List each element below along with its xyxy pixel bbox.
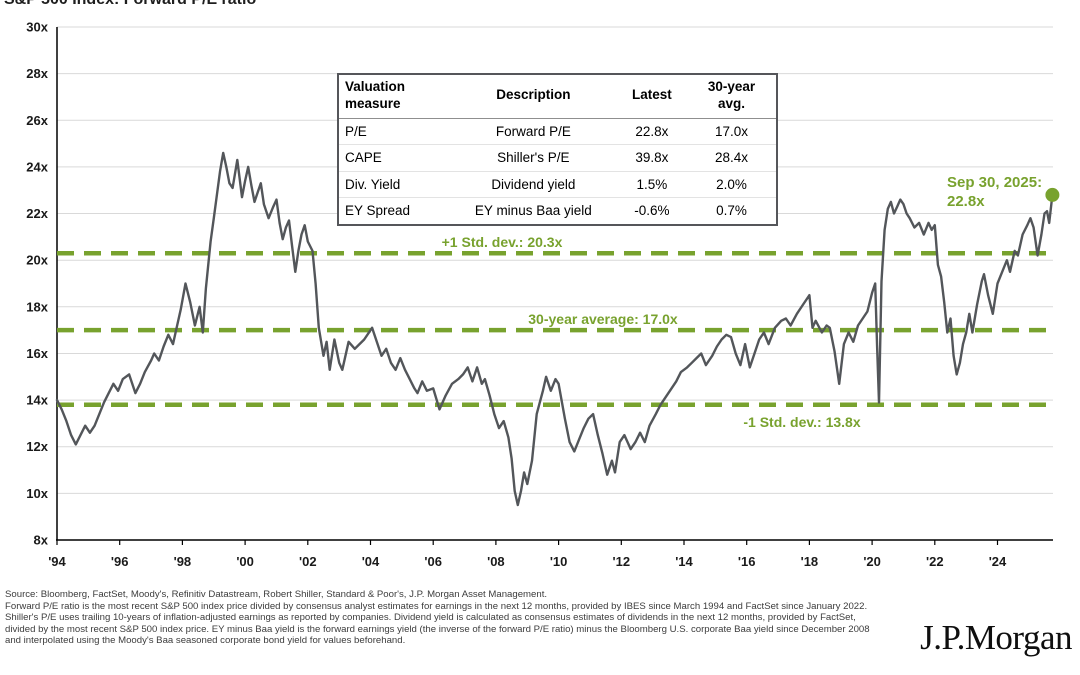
x-axis-tick-label: '02 [299,554,317,569]
source-text: Source: Bloomberg, FactSet, Moody's, Ref… [5,589,548,600]
y-axis-tick-label: 14x [26,393,48,408]
column-header: 30-year avg. [686,74,777,119]
latest-point-label: Sep 30, 2025: [947,174,1042,191]
table-cell: Dividend yield [449,171,617,199]
table-cell: EY Spread [345,203,411,219]
y-axis-tick-label: 24x [26,159,48,174]
y-axis-tick-label: 12x [26,439,48,454]
x-axis-tick-label: '22 [926,554,944,569]
y-axis-tick-label: 10x [26,486,48,501]
x-axis-tick-label: '04 [362,554,380,569]
column-header: Valuation measure [338,74,450,119]
column-header: Description [449,74,617,119]
reference-line-label: +1 Std. dev.: 20.3x [442,234,563,250]
x-axis-tick-label: '16 [738,554,756,569]
table-cell: -0.6% [634,203,670,219]
y-axis-tick-label: 26x [26,113,48,128]
y-axis-tick-label: 22x [26,206,48,221]
table-cell: 22.8x [616,118,687,146]
x-axis-tick-label: '08 [487,554,505,569]
x-axis-tick-label: '98 [174,554,192,569]
table-cell: P/E [338,118,450,146]
x-axis-tick-label: '12 [613,554,631,569]
y-axis-tick-label: 18x [26,299,48,314]
footnote-block: Source: Bloomberg, FactSet, Moody's, Ref… [5,589,879,647]
x-axis-tick-label: '06 [424,554,442,569]
pe-line-chart: 8x 10x 12x 14x 16x 18x 20x 22x 24x 26x 28x 30x '94 '9… [26,20,1060,569]
table-cell: 0.7% [716,203,747,219]
table-cell: 28.4x [686,144,777,172]
jpmorgan-logo: J.P.Morgan [920,618,1072,657]
valuation-table: Valuation measure Description Latest 30-yea… [337,73,778,226]
table-cell: Forward P/E [449,118,617,146]
forward-pe-line [55,151,1054,507]
latest-point-value: 22.8x [947,193,985,210]
table-cell: 39.8x [616,144,687,172]
x-axis-tick-label: '18 [801,554,819,569]
x-axis-tick-label: '20 [863,554,881,569]
chart-title: S&P 500 Index: Forward P/E ratio [4,0,256,9]
latest-point-marker [1045,187,1060,202]
x-axis-tick-label: '14 [675,554,693,569]
x-axis-tick-label: '24 [989,554,1007,569]
table-row: P/E Forward P/E 22.8x 17.0x [338,118,777,146]
table-cell: 1.5% [616,171,687,199]
table-cell: 17.0x [686,118,777,146]
y-axis-tick-label: 8x [34,533,49,548]
table-cell: CAPE [338,144,450,172]
x-axis-tick-label: '94 [48,554,66,569]
methodology-text: Forward P/E ratio is the most recent S&P… [5,600,870,647]
table-row: CAPE Shiller's P/E 39.8x 28.4x [338,144,777,172]
x-axis-tick-label: '96 [111,554,129,569]
table-cell: Div. Yield [338,171,450,199]
table-row: Div. Yield Dividend yield 1.5% 2.0% [338,171,777,199]
column-header: Latest [616,74,687,119]
y-axis-tick-label: 28x [26,66,48,81]
table-row: EY Spread EY minus Baa yield -0.6% 0.7% [338,198,777,225]
table-cell: 2.0% [686,171,777,199]
table-cell: EY minus Baa yield [474,203,592,219]
x-axis-tick-label: '00 [236,554,254,569]
y-axis-tick-label: 20x [26,253,48,268]
reference-line-label: -1 Std. dev.: 13.8x [743,414,860,430]
valuation-table-header-row: Valuation measure Description Latest 30-yea… [338,74,777,119]
reference-line-label: 30-year average: 17.0x [528,311,678,327]
y-axis-tick-label: 16x [26,346,48,361]
y-axis-tick-label: 30x [26,20,48,35]
x-axis-tick-label: '10 [550,554,568,569]
table-cell: Shiller's P/E [449,144,617,172]
